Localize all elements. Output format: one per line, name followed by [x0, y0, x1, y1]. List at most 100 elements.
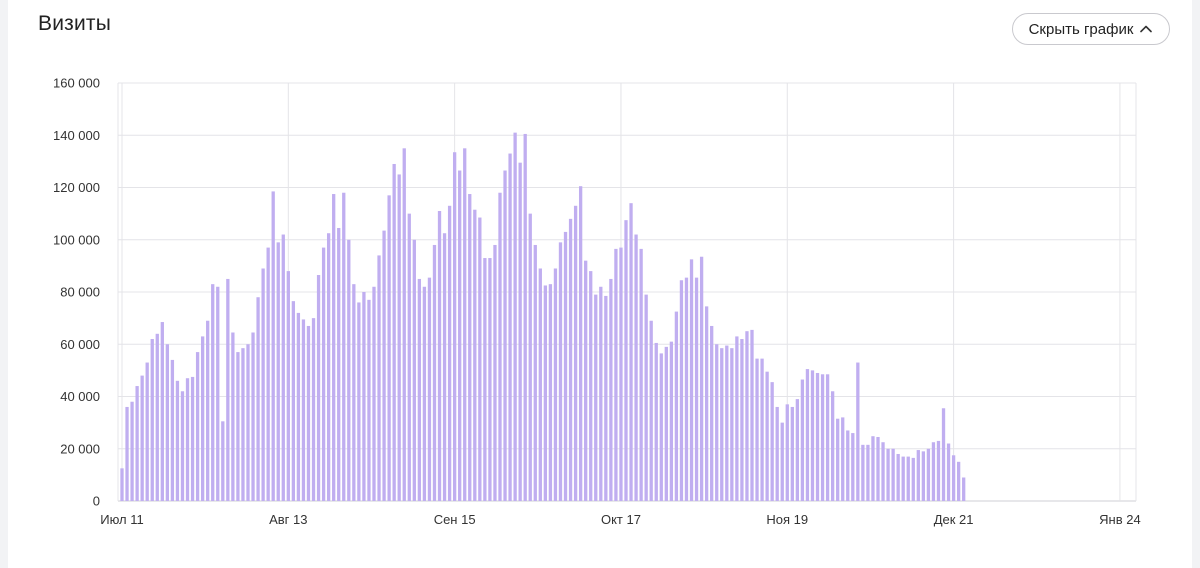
chevron-up-icon [1140, 25, 1153, 33]
bar [337, 227, 341, 502]
bar [568, 218, 573, 501]
bar [589, 271, 593, 501]
bar [392, 163, 396, 502]
bar [170, 359, 175, 501]
bar [236, 352, 240, 501]
bar [301, 319, 306, 501]
bar [382, 230, 386, 502]
x-axis-ticks: Июл 11 Авг 13 Сен 15 Окт 17 Ноя 19 Дек 21 Янв … [100, 512, 1140, 527]
bar [291, 301, 296, 501]
page-title: Визиты [38, 12, 112, 35]
bar [231, 332, 235, 501]
y-tick-label: 100 000 [53, 232, 100, 247]
bar [820, 374, 825, 501]
bar [251, 332, 255, 501]
bar [906, 456, 910, 501]
bar [402, 148, 406, 501]
bar [654, 342, 658, 501]
bar [699, 256, 704, 501]
y-tick-label: 0 [93, 494, 100, 509]
bar [185, 378, 190, 501]
x-tick-label: Июл 11 [100, 512, 144, 527]
bar [941, 408, 946, 501]
bar [871, 436, 875, 501]
bar [715, 344, 719, 501]
bar [200, 336, 205, 501]
bar [704, 306, 709, 501]
bar [226, 278, 230, 501]
bar [342, 192, 346, 501]
bar [790, 406, 794, 501]
bar [936, 440, 941, 501]
bar [553, 268, 558, 501]
bar [825, 374, 830, 501]
bar [281, 234, 285, 501]
bar [604, 295, 608, 501]
bar [780, 422, 784, 502]
bar [861, 444, 865, 501]
bar [150, 339, 154, 501]
bar [760, 358, 764, 501]
bar [447, 205, 452, 502]
bar [452, 152, 457, 502]
bar [538, 268, 542, 501]
bar [710, 325, 714, 501]
bar [891, 448, 895, 501]
y-tick-label: 160 000 [53, 76, 100, 91]
x-tick-label: Окт 17 [601, 512, 641, 527]
bar [800, 379, 805, 501]
bar [951, 455, 956, 501]
bar [765, 371, 769, 501]
bar [846, 430, 850, 501]
bar [180, 391, 185, 501]
bar [720, 348, 724, 501]
bar [442, 233, 447, 501]
bar [659, 353, 663, 501]
bar [165, 344, 170, 501]
bar [458, 170, 462, 501]
bar [866, 444, 870, 501]
bar [735, 336, 739, 501]
bar [155, 333, 159, 501]
bar [407, 213, 411, 502]
y-axis-ticks: 0 20 000 40 000 60 000 80 000 100 000 120 000 1… [53, 76, 100, 509]
bar [357, 302, 361, 501]
hide-chart-label: Скрыть график [1028, 20, 1134, 38]
bar [694, 277, 699, 501]
bar [160, 322, 164, 501]
bar [543, 285, 548, 501]
bar [599, 286, 603, 501]
hide-chart-button[interactable]: Скрыть график [1012, 13, 1170, 45]
bar [246, 344, 250, 501]
bar [125, 406, 129, 501]
bar [422, 286, 427, 501]
bar [145, 362, 149, 501]
bar [306, 325, 311, 501]
bar [352, 284, 356, 501]
bar [221, 421, 225, 501]
bar [614, 248, 618, 501]
x-tick-label: Ноя 19 [766, 512, 808, 527]
bar [241, 348, 245, 501]
x-tick-label: Сен 15 [434, 512, 476, 527]
y-tick-label: 120 000 [53, 180, 100, 195]
bar [513, 132, 517, 501]
bar [679, 280, 684, 501]
bar [805, 369, 810, 501]
bar [851, 433, 855, 501]
y-tick-label: 40 000 [60, 389, 100, 404]
bar [684, 277, 689, 501]
bar [573, 205, 578, 502]
bar [926, 448, 931, 501]
bar-layer [120, 132, 966, 502]
bar [533, 244, 537, 501]
bar [578, 186, 583, 501]
bar [135, 386, 139, 501]
bar [856, 362, 860, 501]
bar [563, 231, 568, 501]
x-tick-label: Янв 24 [1099, 512, 1141, 527]
bar [468, 194, 472, 501]
bar [518, 162, 522, 501]
bar [886, 448, 890, 501]
